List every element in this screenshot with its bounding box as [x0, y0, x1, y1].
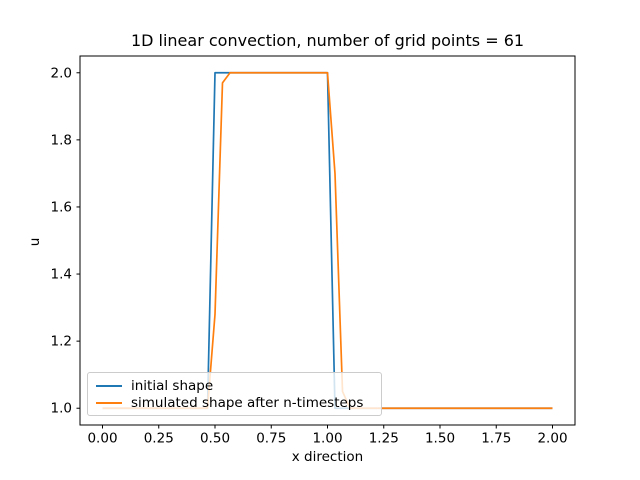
legend-label-initial-shape: initial shape [131, 378, 214, 394]
y-tick-label: 1.6 [51, 199, 72, 215]
series-line-initial-shape [102, 71, 553, 410]
y-tick-label: 1.2 [51, 334, 72, 350]
legend-item-simulated-shape: simulated shape after n-timesteps [96, 395, 373, 411]
series-line-simulated-shape [102, 71, 553, 410]
x-tick-label: 2.00 [537, 431, 567, 447]
x-tick-label: 1.75 [481, 431, 511, 447]
x-tick-label: 0.75 [256, 431, 286, 447]
y-tick-label: 1.8 [51, 132, 72, 148]
y-tick-label: 1.0 [51, 401, 72, 417]
legend-label-simulated-shape: simulated shape after n-timesteps [131, 395, 364, 411]
axes-spines [79, 55, 576, 426]
legend-item-initial-shape: initial shape [96, 378, 373, 394]
x-tick-label: 0.50 [200, 431, 230, 447]
y-tick-label: 1.4 [51, 267, 72, 283]
legend-line-swatch-simulated-shape [96, 402, 122, 404]
x-tick-label: 1.00 [312, 431, 342, 447]
x-tick-label: 0.25 [144, 431, 174, 447]
x-tick-label: 1.25 [369, 431, 399, 447]
legend-line-swatch-initial-shape [96, 385, 122, 387]
x-tick-label: 1.50 [425, 431, 455, 447]
x-tick-label: 0.00 [87, 431, 117, 447]
y-tick-label: 2.0 [51, 65, 72, 81]
x-axis-label: x direction [291, 449, 364, 465]
legend: initial shape simulated shape after n-ti… [87, 372, 382, 416]
chart-title: 1D linear convection, number of grid poi… [130, 31, 525, 50]
